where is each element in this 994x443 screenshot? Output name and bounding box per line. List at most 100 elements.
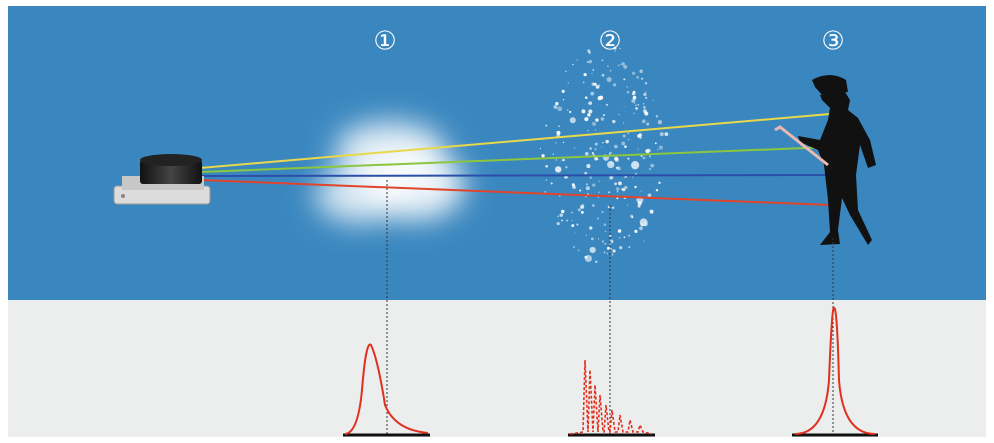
dust-particle [637,103,640,106]
dust-particle [645,96,648,99]
dust-particle [550,182,553,185]
dust-particle [571,211,574,214]
dust-particle [582,81,585,84]
dust-particle [655,188,659,192]
dust-particle [598,180,600,182]
dust-particle [580,210,584,214]
dust-particle [565,166,568,169]
dust-particle [588,51,591,54]
dust-particle [642,156,646,160]
dust-particle [565,219,569,222]
dust-particle [597,96,602,101]
dust-particle [642,103,645,105]
dust-particle [598,191,600,193]
dust-particle [589,246,596,254]
dust-particle [649,209,654,214]
beam-yellow [199,113,831,169]
dust-particle [544,191,547,193]
dust-particle [640,223,644,227]
dust-particle [584,117,589,122]
dust-particle [623,236,626,239]
dust-particle [618,168,621,171]
dust-particle [562,98,565,101]
signal-panel [8,300,986,437]
signal-fog [344,343,429,435]
dust-particle [572,63,574,66]
dust-particle [557,215,559,218]
dust-particle [636,75,640,79]
dust-particle [585,183,588,186]
dust-particle [562,158,565,162]
dust-particle [648,155,652,158]
dust-particle [643,106,646,109]
dust-particle [611,206,615,209]
dust-particle [561,219,563,222]
dust-particle [645,91,647,93]
dust-particle [626,91,630,94]
dust-particle [560,160,562,162]
dust-particle [632,90,636,94]
dust-particle [594,148,597,151]
dust-particle [632,71,636,75]
dust-particle [609,234,612,237]
dust-particle [656,148,659,151]
dust-particle [586,61,589,63]
dust-particle [552,153,555,156]
dust-particle [623,78,626,81]
dust-particle [593,82,597,86]
dust-particle [648,167,652,171]
dust-particle [577,249,580,252]
dust-particle [567,82,570,84]
dust-particle [619,246,623,250]
dust-particle [634,229,638,233]
dust-particle [659,132,664,137]
dust-particle [641,77,644,80]
dust-particle [616,197,619,200]
dust-particle [569,110,572,114]
dust-particle [592,204,595,207]
dust-particle [604,230,607,233]
dust-particle [627,138,630,141]
dust-particle [581,109,586,114]
dust-particle [585,234,587,236]
dust-particle [589,226,593,230]
dust-particle [652,99,654,101]
dust-particle [586,129,589,132]
dust-particle [638,133,642,137]
dust-particle [591,121,597,126]
dust-particle [555,159,558,161]
dust-particle [637,148,639,150]
dust-particle [553,104,558,110]
dust-particle [545,179,548,181]
dust-particle [601,59,604,62]
dust-particle [611,253,614,256]
dust-particle [555,142,557,144]
dust-particle [609,151,612,155]
dust-particle [612,119,616,124]
dust-particle [643,109,647,114]
dust-particle [631,176,634,179]
dust-particle [588,101,593,105]
dust-particle [617,229,622,233]
dust-particle [627,157,630,160]
dust-particle [618,237,621,239]
beam-blue [199,174,835,177]
dust-particle [622,134,626,138]
dust-particle [558,125,560,127]
dust-particle [646,122,650,126]
dust-particle [605,139,609,144]
dust-particle [618,181,622,186]
dust-particle [626,204,629,207]
guides [386,180,834,434]
dust-particle [614,157,619,162]
dust-particle [555,101,559,106]
dust-particle [623,106,625,108]
dust-particle [659,145,663,150]
signal-target [794,306,876,435]
dust-particle [571,224,575,228]
dust-particle [626,86,628,88]
stage-label: ③ [821,27,844,57]
dust-particle [631,98,636,103]
dust-particle [612,249,616,253]
beam-red [199,179,831,206]
